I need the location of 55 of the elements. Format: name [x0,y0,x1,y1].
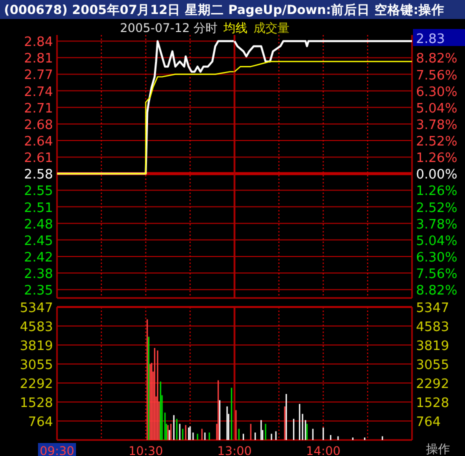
y2-tick-label: 1.26% [416,151,458,166]
y-tick-label: 3055 [20,358,53,374]
y-tick-label: 2.58 [24,168,53,183]
y2-tick-label: 0.00% [416,168,458,183]
y2-tick-label: 1528 [416,396,450,411]
y-tick-label: 764 [28,414,53,430]
chart-title: (000678) 2005年07月12日 星期二 PageUp/Down:前后日 空格键:操作 [4,2,444,17]
y-tick-label: 2292 [20,376,53,392]
y-tick-label: 2.74 [24,84,53,100]
text: 均线 [222,21,248,35]
x-tick-label: 09:30 [40,444,74,456]
y-tick-label: 2.55 [24,184,53,200]
y2-tick-label: 3819 [416,339,450,354]
y-tick-label: 2.71 [24,101,53,116]
y-tick-label: 2.51 [24,200,53,216]
y2-tick-label: 8.82% [416,284,458,299]
y2-tick-label: 8.82% [416,52,458,67]
y-tick-label: 2.48 [24,217,53,232]
y2-tick-label: 3.78% [416,118,458,133]
y-tick-label: 2.45 [24,234,53,249]
y2-tick-label: 2292 [416,376,450,392]
y-tick-label: 2.84 [24,35,53,50]
y2-tick-label: 2.52% [416,134,458,150]
y-tick-label: 2.38 [24,267,53,282]
y2-tick-label: 7.56% [416,68,458,84]
y-tick-label: 1528 [20,396,53,411]
x-tick-label: 14:00 [306,444,341,456]
y2-tick-label: 5347 [416,301,450,316]
y-tick-label: 2.68 [24,118,53,133]
y2-tick-label: 2.52% [416,200,458,216]
y-tick-label: 2.81 [24,52,53,67]
y-tick-label: 2.35 [24,284,53,299]
y-tick-label: 5347 [20,301,53,316]
chart-subtitle: 2005-07-12 分时 [120,21,218,35]
x-tick-label: 10:30 [128,444,164,456]
y2-tick-label: 1.26% [416,184,458,200]
y-tick-label: 3819 [20,339,53,354]
y2-tick-label: 6.30% [416,84,458,100]
y-tick-label: 2.61 [24,151,53,166]
text: 成交量 [254,21,290,35]
y-tick-label: 2.64 [24,134,53,150]
x-tick-label: 13:00 [217,444,252,456]
text: 操作 [426,442,450,456]
y-tick-label: 4583 [20,320,53,336]
y2-tick-label: 6.30% [416,250,458,266]
y2-tick-label: 4583 [416,320,450,336]
y2-tick-label: 764 [416,414,441,430]
y-tick-label: 2.77 [24,68,53,84]
text: 2.83 [416,32,445,47]
y2-tick-label: 5.04% [416,234,458,249]
y-tick-label: 2.42 [24,250,53,266]
y2-tick-label: 3.78% [416,217,458,232]
y2-tick-label: 5.04% [416,101,458,116]
y2-tick-label: 3055 [416,358,450,374]
y2-tick-label: 7.56% [416,267,458,282]
